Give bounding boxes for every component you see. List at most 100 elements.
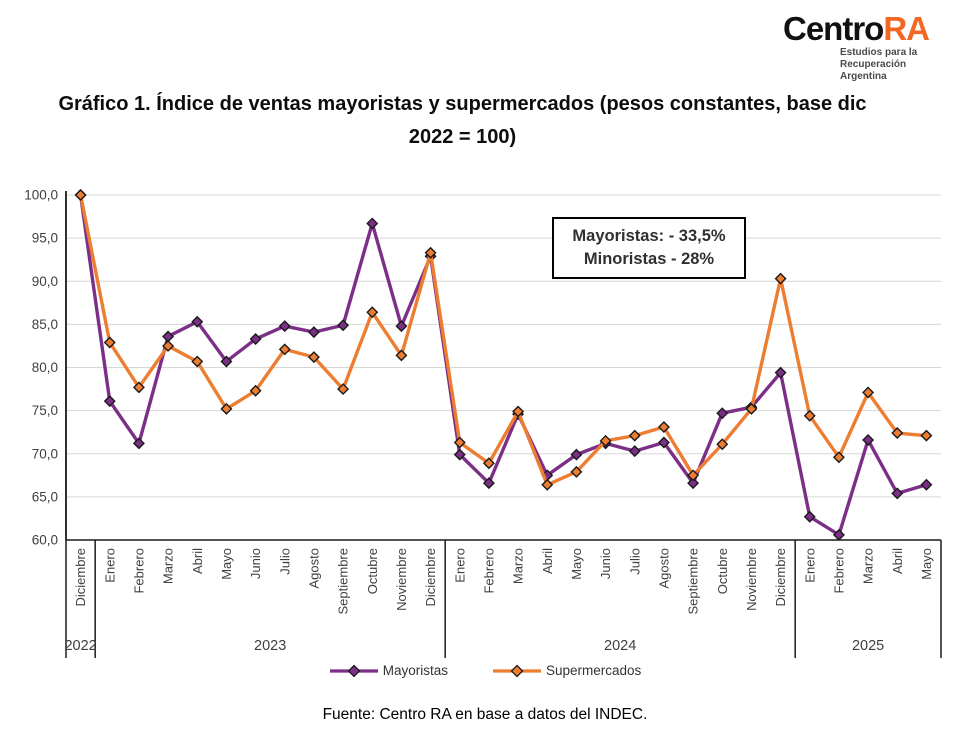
x-month-label: Enero xyxy=(102,548,117,583)
x-month-label: Junio xyxy=(248,548,263,579)
logo-tagline: Estudios para la Recuperación Argentina xyxy=(840,47,955,83)
mayoristas-marker-icon xyxy=(570,448,583,461)
y-axis-label: 75,0 xyxy=(32,403,58,418)
supermercados-marker-icon xyxy=(512,405,525,418)
x-month-label: Diciembre xyxy=(423,548,438,607)
mayoristas-marker-icon xyxy=(687,477,700,490)
y-axis-label: 85,0 xyxy=(32,317,58,332)
supermercados-marker-icon xyxy=(920,429,933,442)
mayoristas-swatch-icon xyxy=(329,664,378,677)
supermercados-marker-icon xyxy=(745,402,758,415)
mayoristas-marker-icon xyxy=(366,217,379,230)
supermercados-marker-icon xyxy=(482,457,495,470)
supermercados-marker-icon xyxy=(862,386,875,399)
mayoristas-marker-icon xyxy=(803,510,816,523)
supermercados-line xyxy=(78,193,929,487)
y-axis-label: 90,0 xyxy=(32,274,58,289)
legend-item-supermercados: Supermercados xyxy=(492,663,641,678)
year-label: 2025 xyxy=(852,638,884,654)
x-month-label: Marzo xyxy=(511,548,526,584)
supermercados-marker-icon xyxy=(541,478,554,491)
centro-ra-logo: CentroRA Estudios para la Recuperación A… xyxy=(783,12,955,83)
mayoristas-marker-icon xyxy=(716,407,729,420)
x-month-label: Abril xyxy=(890,548,905,574)
mayoristas-marker-icon xyxy=(920,478,933,491)
x-month-label: Diciembre xyxy=(73,548,88,607)
legend-diamond-icon xyxy=(510,664,524,677)
year-label: 2023 xyxy=(254,638,286,654)
supermercados-marker-icon xyxy=(570,465,583,478)
line-chart: 100,0 95,0 90,0 85,0 80,0 75,0 70,0 65,0 60,0 Dic… xyxy=(24,188,942,658)
annotation-box: Mayoristas: - 33,5% Minoristas - 28% xyxy=(552,217,746,279)
x-month-label: Septiembre xyxy=(336,548,351,614)
chart-legend: Mayoristas Supermercados xyxy=(0,663,970,678)
mayoristas-marker-icon xyxy=(657,436,670,449)
supermercados-marker-icon xyxy=(162,339,175,352)
mayoristas-marker-icon xyxy=(220,355,233,368)
y-axis-label: 70,0 xyxy=(32,446,58,461)
x-month-label: Noviembre xyxy=(744,548,759,611)
x-month-label: Junio xyxy=(598,548,613,579)
y-axis-label: 95,0 xyxy=(32,231,58,246)
x-month-label: Marzo xyxy=(861,548,876,584)
logo-brand-centro: Centro xyxy=(783,10,884,47)
x-month-label: Febrero xyxy=(481,548,496,594)
mayoristas-marker-icon xyxy=(774,366,787,379)
y-axis-label: 65,0 xyxy=(32,489,58,504)
supermercados-marker-icon xyxy=(453,436,466,449)
supermercados-marker-icon xyxy=(366,306,379,319)
x-month-label: Mayo xyxy=(219,548,234,580)
mayoristas-marker-icon xyxy=(337,319,350,332)
supermercados-marker-icon xyxy=(774,272,787,285)
supermercados-marker-icon xyxy=(657,421,670,434)
mayoristas-marker-icon xyxy=(249,333,262,346)
mayoristas-marker-icon xyxy=(191,315,204,328)
supermercados-marker-icon xyxy=(395,349,408,362)
x-month-label: Abril xyxy=(190,548,205,574)
supermercados-marker-icon xyxy=(103,336,116,349)
supermercados-marker-icon xyxy=(74,189,87,201)
y-axis-label: 100,0 xyxy=(24,188,58,203)
x-month-label: Agosto xyxy=(656,548,671,588)
supermercados-marker-icon xyxy=(278,343,291,356)
mayoristas-line xyxy=(78,193,929,537)
chart-title-line2: 2022 = 100) xyxy=(408,126,517,148)
supermercados-swatch-icon xyxy=(492,664,541,677)
legend-diamond-icon xyxy=(347,664,361,677)
logo-brand-ra: RA xyxy=(883,10,930,47)
x-month-label: Julio xyxy=(627,548,642,575)
year-label: 2022 xyxy=(64,638,96,654)
supermercados-marker-icon xyxy=(191,355,204,368)
mayoristas-marker-icon xyxy=(453,448,466,461)
mayoristas-marker-icon xyxy=(278,320,291,333)
legend-label-mayoristas: Mayoristas xyxy=(382,663,448,678)
mayoristas-marker-icon xyxy=(307,326,320,339)
legend-label-supermercados: Supermercados xyxy=(545,663,642,678)
mayoristas-marker-icon xyxy=(832,528,845,541)
x-month-label: Noviembre xyxy=(394,548,409,611)
supermercados-marker-icon xyxy=(891,427,904,440)
logo-brand: CentroRA xyxy=(783,12,955,46)
logo-tagline-line2: Recuperación Argentina xyxy=(840,59,907,82)
mayoristas-marker-icon xyxy=(891,487,904,500)
supermercados-marker-icon xyxy=(716,438,729,451)
supermercados-marker-icon xyxy=(249,384,262,397)
supermercados-marker-icon xyxy=(424,246,437,259)
x-month-label: Febrero xyxy=(131,548,146,594)
x-month-label: Enero xyxy=(802,548,817,583)
mayoristas-marker-icon xyxy=(132,437,145,450)
source-note: Fuente: Centro RA en base a datos del IN… xyxy=(322,706,648,723)
x-month-label: Enero xyxy=(452,548,467,583)
supermercados-marker-icon xyxy=(337,383,350,396)
mayoristas-marker-icon xyxy=(395,320,408,333)
x-month-label: Septiembre xyxy=(686,548,701,614)
logo-tagline-line1: Estudios para la xyxy=(840,47,918,58)
supermercados-marker-icon xyxy=(687,469,700,482)
annotation-line2: Minoristas - 28% xyxy=(583,250,715,268)
chart-title: Gráfico 1. Índice de ventas mayoristas y… xyxy=(0,88,925,154)
y-axis-label: 80,0 xyxy=(32,360,58,375)
x-month-label: Diciembre xyxy=(773,548,788,607)
chart-title-line1: Gráfico 1. Índice de ventas mayoristas y… xyxy=(58,93,867,115)
legend-item-mayoristas: Mayoristas xyxy=(329,663,448,678)
